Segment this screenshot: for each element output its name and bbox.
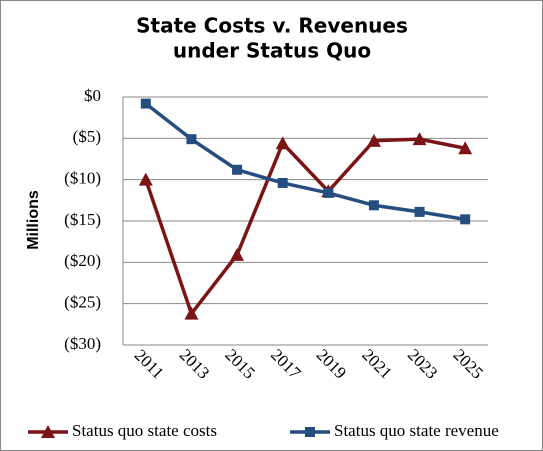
data-point	[458, 141, 473, 155]
legend-label: Status quo state revenue	[334, 421, 499, 440]
data-point	[460, 214, 471, 225]
data-point	[414, 206, 425, 217]
data-point	[186, 134, 197, 145]
y-axis-label: Millions	[25, 190, 42, 250]
data-point	[232, 164, 243, 175]
data-point	[184, 306, 199, 320]
legend-marker	[41, 425, 55, 438]
legend-label: Status quo state costs	[72, 421, 217, 440]
y-tick-label: ($5)	[73, 127, 101, 146]
series-line	[144, 102, 466, 222]
data-point	[366, 133, 381, 147]
data-point	[138, 172, 153, 186]
data-point	[412, 132, 427, 146]
data-point	[140, 98, 151, 109]
y-tick-label: ($20)	[64, 251, 101, 270]
y-tick-label: ($10)	[64, 169, 101, 188]
y-tick-label: ($25)	[64, 293, 101, 312]
y-tick-label: $0	[84, 86, 101, 105]
chart-title: State Costs v. Revenues	[136, 14, 408, 38]
data-point	[275, 136, 290, 150]
data-point	[277, 177, 288, 188]
chart-title: under Status Quo	[173, 39, 371, 63]
y-tick-label: ($15)	[64, 210, 101, 229]
series-line	[144, 137, 466, 318]
data-point	[323, 187, 334, 198]
legend-marker	[305, 427, 315, 437]
y-tick-label: ($30)	[64, 334, 101, 353]
data-point	[230, 247, 245, 261]
data-point	[368, 200, 379, 211]
